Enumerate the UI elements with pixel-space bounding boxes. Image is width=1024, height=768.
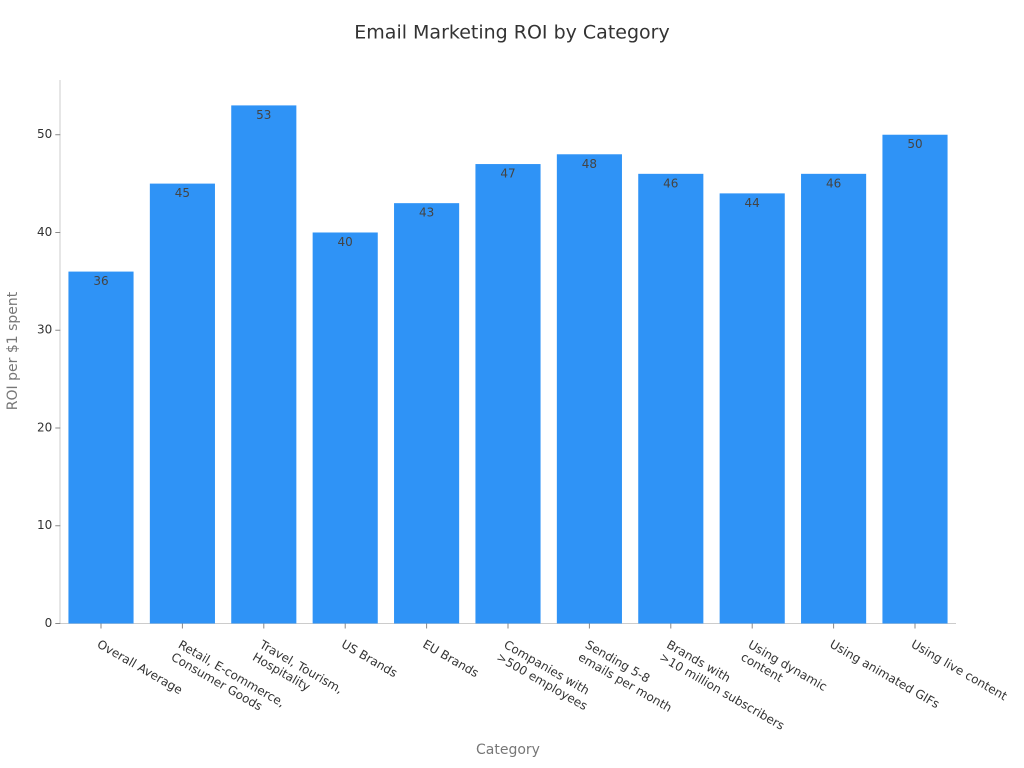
value-label: 47	[500, 167, 515, 181]
y-tick-label: 30	[37, 323, 52, 337]
x-tick-label: Overall Average	[95, 637, 185, 697]
value-label: 46	[663, 176, 678, 190]
value-label: 40	[338, 235, 353, 249]
bar	[801, 173, 867, 624]
y-tick-label: 10	[37, 518, 52, 532]
bar	[68, 271, 134, 624]
value-label: 53	[256, 108, 271, 122]
y-tick-label: 40	[37, 225, 52, 239]
bar	[719, 193, 785, 624]
bar	[556, 154, 622, 624]
y-tick-label: 20	[37, 420, 52, 434]
value-label: 43	[419, 206, 434, 220]
y-tick-label: 50	[37, 127, 52, 141]
x-tick-label: EU Brands	[420, 637, 481, 680]
chart-title: Email Marketing ROI by Category	[354, 22, 669, 44]
x-tick-label: Using dynamiccontent	[739, 637, 830, 706]
bar	[638, 173, 704, 624]
bar	[475, 164, 541, 624]
bar	[394, 203, 460, 624]
value-label: 36	[93, 274, 108, 288]
value-label: 45	[175, 186, 190, 200]
value-label: 44	[745, 196, 760, 210]
y-axis-label: ROI per $1 spent	[5, 291, 21, 410]
x-tick-label: Companies with>500 employees	[495, 637, 598, 713]
bar	[231, 105, 297, 624]
value-label: 46	[826, 176, 841, 190]
bar	[149, 183, 215, 624]
x-tick-label: US Brands	[339, 637, 400, 680]
y-tick-label: 0	[45, 616, 53, 630]
value-label: 50	[907, 137, 922, 151]
value-label: 48	[582, 157, 597, 171]
bar	[882, 134, 948, 624]
bar	[312, 232, 378, 624]
x-axis-label: Category	[476, 742, 540, 758]
